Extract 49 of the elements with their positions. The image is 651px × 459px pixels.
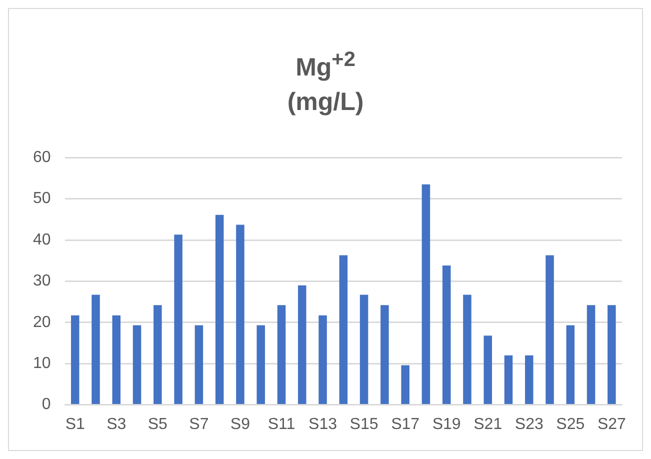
bar [566, 325, 575, 404]
bar [525, 355, 534, 404]
bar [401, 365, 410, 404]
x-tick-label: S3 [106, 416, 126, 433]
y-tick-label: 30 [33, 272, 51, 290]
bar [422, 184, 430, 404]
bar [318, 315, 327, 404]
bar [442, 266, 451, 404]
x-tick-label: S7 [189, 416, 209, 433]
bar [463, 294, 472, 404]
bar [504, 355, 513, 404]
bar [546, 255, 554, 404]
bar [298, 285, 306, 404]
x-tick-label: S9 [230, 416, 250, 433]
bar [154, 305, 162, 404]
bar [174, 234, 182, 404]
y-tick-label: 20 [33, 314, 51, 331]
bar [92, 294, 100, 404]
bar [277, 305, 286, 404]
bar [70, 315, 80, 404]
y-tick-label: 10 [33, 355, 51, 372]
x-tick-label: S19 [432, 416, 461, 433]
x-tick-label: S21 [474, 416, 502, 433]
y-tick-label: 0 [42, 396, 51, 414]
x-tick-label: S13 [308, 416, 338, 433]
bar [586, 305, 596, 404]
bar [339, 255, 348, 404]
x-tick-label: S15 [350, 416, 378, 433]
bar [112, 315, 121, 404]
chart-title: Mg$^{+2}$ (mg/L) [287, 46, 364, 118]
bar [215, 214, 224, 404]
x-tick-label: S11 [268, 416, 296, 433]
y-tick-label: 50 [33, 190, 51, 208]
x-tick-label: S5 [148, 416, 168, 433]
x-tick-label: S23 [514, 416, 544, 433]
x-tick-label: S27 [597, 416, 626, 433]
bar [132, 325, 142, 404]
bar [484, 336, 492, 404]
bar [256, 325, 265, 404]
bar [194, 325, 204, 404]
y-tick-label: 40 [33, 231, 51, 248]
x-tick-label: S17 [391, 416, 420, 433]
bar [236, 224, 244, 404]
x-tick-label: S25 [556, 416, 585, 433]
y-tick-label: 60 [33, 149, 51, 166]
bar [380, 305, 389, 404]
bar [608, 305, 616, 404]
x-tick-label: S1 [65, 416, 85, 433]
bar [360, 294, 368, 404]
